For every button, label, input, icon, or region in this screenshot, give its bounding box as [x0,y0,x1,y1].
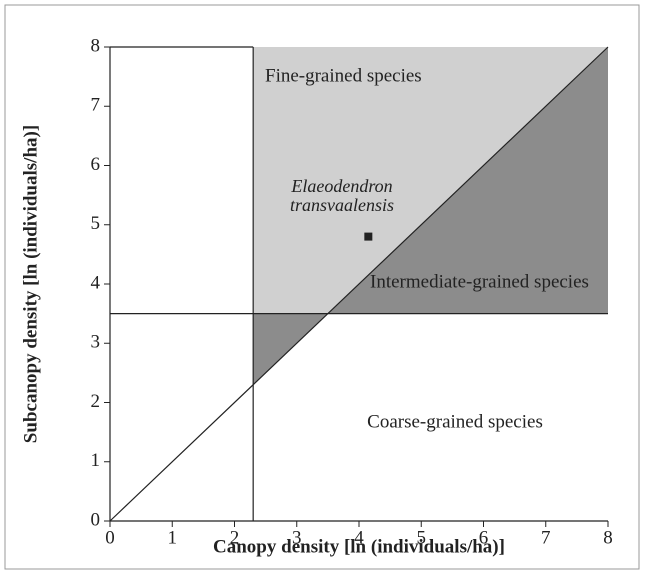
diagonal [109,46,609,522]
point-label: transvaalensis [290,195,394,215]
x-axis-label: Canopy density [ln (individuals/ha)] [213,536,505,557]
region-label: Fine-grained species [265,65,422,86]
x-tick-label: 8 [603,527,613,548]
y-tick-label: 6 [91,154,101,175]
y-tick-label: 8 [91,35,101,56]
region-label: Intermediate-grained species [370,271,589,292]
x-tick-label: 0 [105,527,115,548]
y-tick-label: 2 [91,391,101,412]
y-tick-label: 0 [91,509,101,530]
y-tick-label: 1 [91,450,101,471]
y-tick-label: 7 [91,95,101,116]
y-tick-label: 3 [91,332,101,353]
point [364,232,373,241]
x-tick-label: 5 [417,527,427,548]
x-tick-label: 6 [479,527,489,548]
x-tick-label: 2 [230,527,240,548]
x-tick-label: 4 [354,527,364,548]
y-tick-label: 5 [91,213,101,234]
region-fine [253,47,609,314]
x-tick-label: 3 [292,527,302,548]
point-label: Elaeodendron [290,176,392,196]
y-axis-label: Subcanopy density [ln (individuals/ha)] [20,125,41,443]
y-tick-label: 4 [91,272,101,293]
frame [4,4,640,570]
region-label: Coarse-grained species [367,411,543,432]
x-tick-label: 7 [541,527,551,548]
x-tick-label: 1 [168,527,178,548]
